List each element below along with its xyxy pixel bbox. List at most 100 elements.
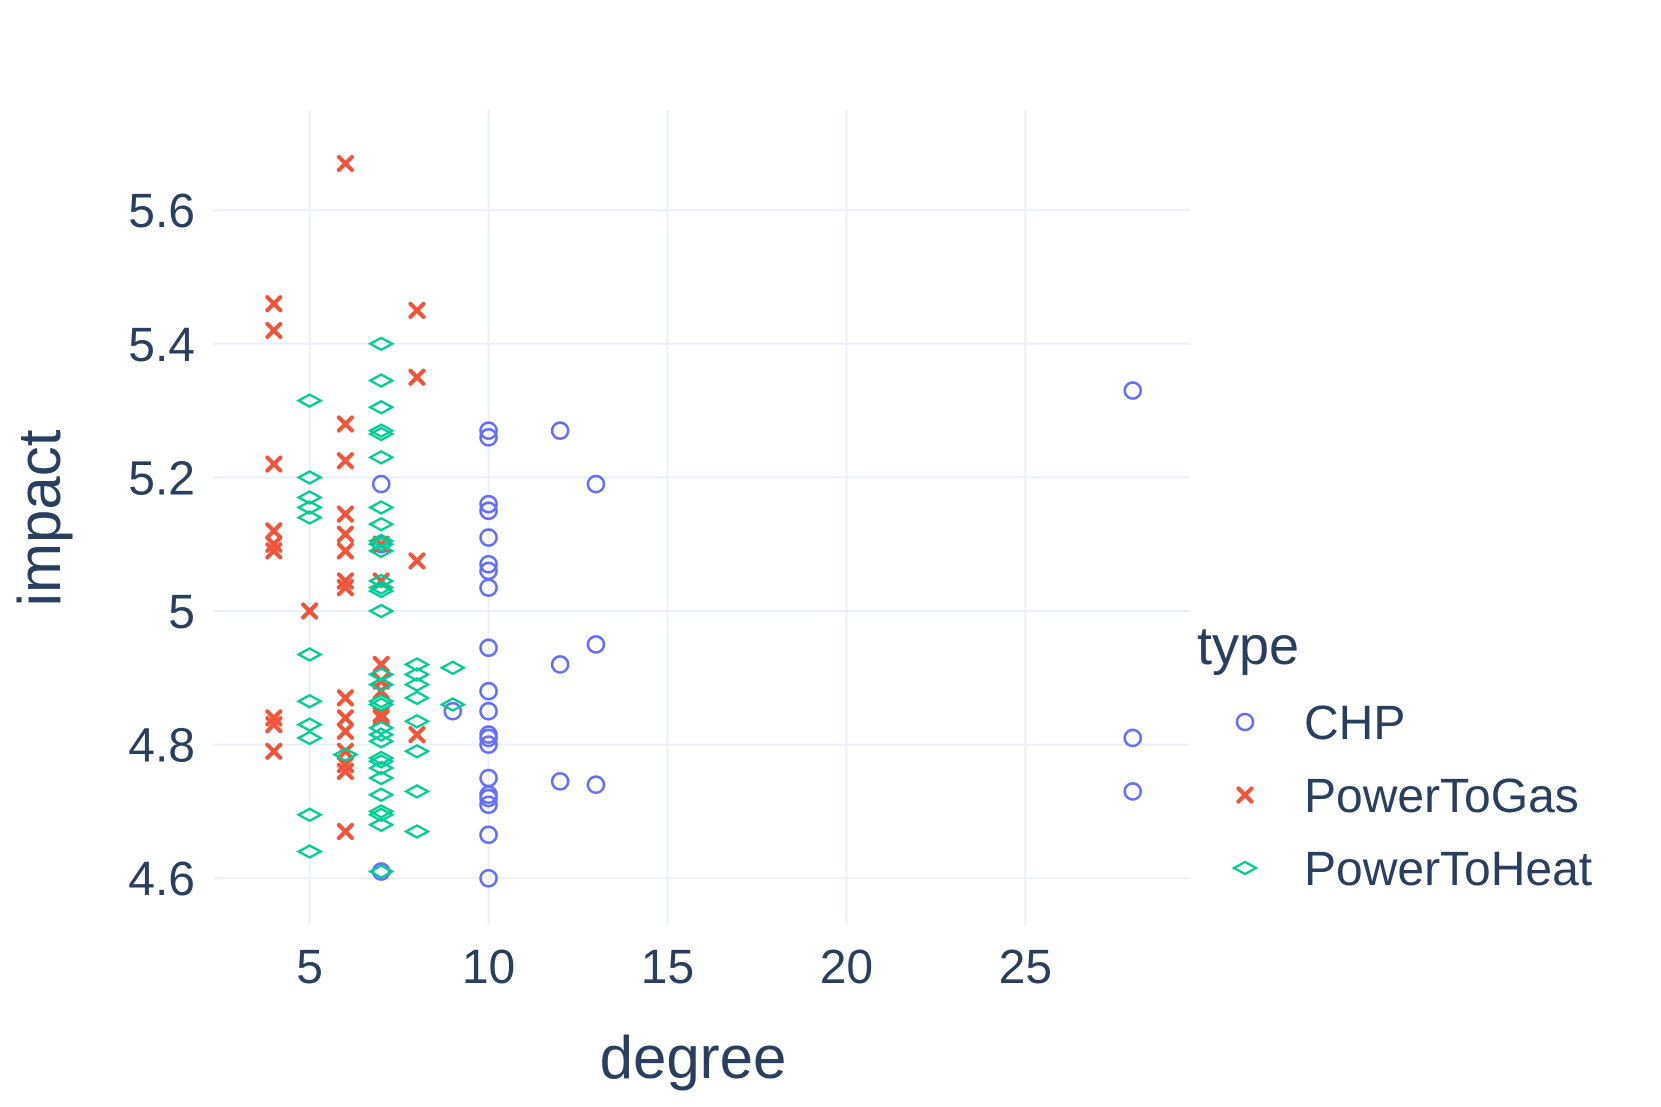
data-point: [403, 713, 431, 729]
y-tick-label: 5.6: [128, 185, 195, 238]
legend-marker: [1231, 860, 1259, 876]
data-point: [367, 533, 395, 549]
data-point: [336, 542, 355, 560]
data-point: [479, 735, 498, 754]
data-point: [367, 733, 395, 749]
x-tick-label: 25: [999, 941, 1052, 994]
x-tick-label: 10: [462, 941, 515, 994]
data-point: [265, 742, 283, 760]
data-point: [367, 583, 395, 599]
data-point: [265, 715, 283, 734]
data-point: [336, 452, 355, 470]
data-point: [439, 697, 467, 712]
series-PowerToHeat: [296, 336, 467, 879]
y-axis-ticks: 4.6 4.8 5 5.2 5.4 5.6: [128, 185, 195, 906]
data-point: [265, 522, 283, 540]
data-point: [367, 399, 395, 415]
data-point: [408, 552, 426, 570]
y-axis-title: impact: [6, 429, 73, 606]
legend-label: CHP: [1304, 697, 1405, 750]
gridlines: [213, 110, 1190, 925]
data-point: [296, 647, 324, 662]
y-tick-label: 5: [168, 586, 195, 639]
data-point: [336, 689, 355, 707]
data-point: [367, 336, 395, 352]
data-point: [371, 862, 391, 881]
data-point: [296, 693, 324, 709]
data-point: [367, 750, 395, 766]
legend-item[interactable]: PowerToGas: [1236, 770, 1579, 823]
data-point: [367, 423, 395, 439]
data-point: [296, 500, 324, 515]
data-point: [336, 709, 355, 727]
series-PowerToGas: [265, 154, 426, 841]
legend-title: type: [1197, 616, 1299, 676]
data-point: [336, 742, 355, 760]
data-point: [403, 667, 431, 682]
legend-marker: [1235, 712, 1255, 732]
data-point: [296, 470, 324, 485]
data-point: [367, 817, 395, 833]
data-point: [336, 525, 355, 543]
data-point: [265, 321, 283, 340]
data-point: [367, 677, 395, 692]
data-point: [479, 501, 498, 521]
data-point: [336, 154, 355, 173]
data-point: [336, 415, 355, 433]
y-tick-label: 4.6: [128, 853, 195, 906]
data-point: [586, 474, 606, 494]
x-tick-label: 5: [296, 941, 323, 994]
data-point: [367, 804, 395, 819]
data-point: [443, 701, 463, 721]
data-point: [367, 693, 395, 709]
data-point: [296, 717, 324, 732]
data-point: [372, 705, 390, 724]
data-point: [367, 760, 395, 776]
plot-area: [265, 154, 1143, 888]
data-point: [296, 510, 324, 525]
data-point: [403, 824, 431, 839]
data-point: [479, 795, 498, 815]
data-point: [367, 373, 395, 388]
data-point: [1123, 728, 1143, 748]
data-point: [408, 301, 426, 320]
series-CHP: [371, 381, 1143, 888]
data-point: [479, 868, 498, 888]
y-tick-label: 5.4: [128, 319, 195, 372]
legend-item[interactable]: CHP: [1235, 697, 1405, 750]
legend-marker: [1236, 786, 1254, 804]
data-point: [403, 784, 431, 799]
data-point: [367, 426, 395, 442]
data-point: [439, 660, 467, 676]
data-point: [367, 580, 395, 596]
data-point: [336, 822, 355, 841]
data-point: [479, 421, 498, 440]
data-point: [336, 579, 355, 597]
data-point: [265, 295, 283, 313]
data-point: [296, 807, 324, 823]
data-point: [479, 701, 498, 721]
data-point: [367, 787, 395, 803]
data-point: [550, 655, 570, 674]
x-axis-title: degree: [600, 1024, 787, 1091]
data-point: [479, 638, 498, 658]
data-point: [367, 516, 395, 532]
data-point: [479, 578, 498, 597]
data-point: [265, 542, 283, 560]
data-point: [367, 450, 395, 465]
data-point: [403, 743, 431, 759]
data-point: [301, 602, 319, 620]
data-point: [331, 747, 359, 763]
data-point: [479, 554, 498, 574]
data-point: [550, 421, 570, 440]
data-point: [367, 500, 395, 515]
data-point: [367, 603, 395, 619]
data-point: [479, 825, 498, 845]
data-point: [408, 726, 426, 744]
data-point: [550, 772, 570, 791]
data-point: [372, 709, 390, 727]
legend-item[interactable]: PowerToHeat: [1231, 843, 1592, 896]
data-point: [403, 677, 431, 692]
data-point: [372, 655, 390, 674]
